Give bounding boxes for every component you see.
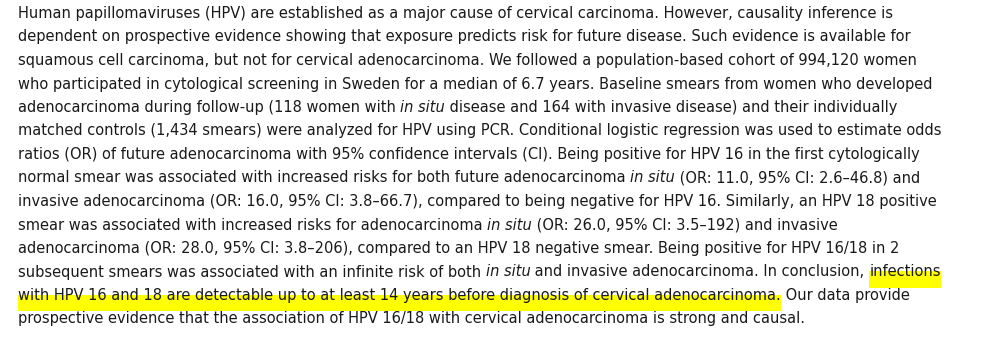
Text: (OR: 26.0, 95% CI: 3.5–192) and invasive: (OR: 26.0, 95% CI: 3.5–192) and invasive (532, 218, 838, 232)
Text: adenocarcinoma during follow-up (118 women with: adenocarcinoma during follow-up (118 wom… (18, 100, 400, 115)
Text: infections: infections (869, 265, 941, 279)
Text: with HPV 16 and 18 are detectable up to at least 14 years before diagnosis of ce: with HPV 16 and 18 are detectable up to … (18, 288, 781, 303)
Text: Human papillomaviruses (HPV) are established as a major cause of cervical carcin: Human papillomaviruses (HPV) are establi… (18, 6, 893, 21)
Text: normal smear was associated with increased risks for both future adenocarcinoma: normal smear was associated with increas… (18, 171, 630, 185)
Text: ratios (OR) of future adenocarcinoma with 95% confidence intervals (CI). Being p: ratios (OR) of future adenocarcinoma wit… (18, 147, 919, 162)
Bar (18, 295, 781, 311)
Text: and invasive adenocarcinoma. In conclusion,: and invasive adenocarcinoma. In conclusi… (530, 265, 869, 279)
Text: adenocarcinoma (OR: 28.0, 95% CI: 3.8–206), compared to an HPV 18 negative smear: adenocarcinoma (OR: 28.0, 95% CI: 3.8–20… (18, 241, 899, 256)
Text: disease and 164 with invasive disease) and their individually: disease and 164 with invasive disease) a… (446, 100, 897, 115)
Text: Our data provide: Our data provide (781, 288, 909, 303)
Text: matched controls (1,434 smears) were analyzed for HPV using PCR. Conditional log: matched controls (1,434 smears) were ana… (18, 124, 942, 138)
Text: invasive adenocarcinoma (OR: 16.0, 95% CI: 3.8–66.7), compared to being negative: invasive adenocarcinoma (OR: 16.0, 95% C… (18, 194, 937, 209)
Text: dependent on prospective evidence showing that exposure predicts risk for future: dependent on prospective evidence showin… (18, 30, 910, 44)
Text: in situ: in situ (400, 100, 446, 115)
Text: subsequent smears was associated with an infinite risk of both: subsequent smears was associated with an… (18, 265, 486, 279)
Text: smear was associated with increased risks for adenocarcinoma: smear was associated with increased risk… (18, 218, 487, 232)
Text: who participated in cytological screening in Sweden for a median of 6.7 years. B: who participated in cytological screenin… (18, 77, 933, 91)
Text: in situ: in situ (630, 171, 675, 185)
Bar (869, 271, 941, 288)
Text: squamous cell carcinoma, but not for cervical adenocarcinoma. We followed a popu: squamous cell carcinoma, but not for cer… (18, 53, 916, 68)
Text: prospective evidence that the association of HPV 16/18 with cervical adenocarcin: prospective evidence that the associatio… (18, 312, 805, 326)
Text: in situ: in situ (486, 265, 530, 279)
Text: (OR: 11.0, 95% CI: 2.6–46.8) and: (OR: 11.0, 95% CI: 2.6–46.8) and (675, 171, 920, 185)
Text: in situ: in situ (487, 218, 532, 232)
